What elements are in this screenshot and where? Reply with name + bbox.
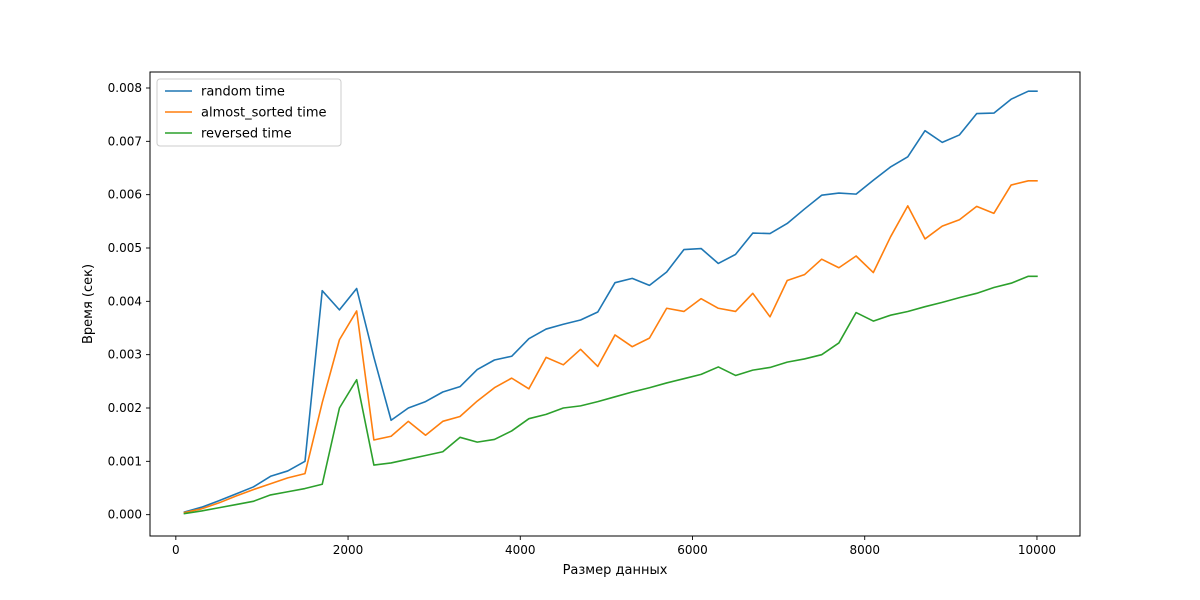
y-tick-label: 0.003 — [108, 348, 142, 362]
plot-frame — [149, 71, 1081, 537]
legend: random time almost_sorted time reversed ti… — [156, 78, 342, 147]
x-axis: 0 2000 4000 6000 8000 10000 — [172, 536, 1056, 557]
y-tick-label: 0.006 — [108, 188, 142, 202]
y-tick-label: 0.001 — [108, 454, 142, 468]
y-tick-label: 0.004 — [108, 294, 142, 308]
legend-label-0: random time — [201, 85, 285, 100]
y-tick-label: 0.008 — [108, 81, 142, 95]
legend-label-2: reversed time — [201, 127, 292, 142]
x-tick-label: 4000 — [505, 543, 536, 557]
x-axis-label: Размер данных — [563, 563, 668, 578]
series-line-0 — [183, 90, 1038, 513]
y-axis-label: Время (сек) — [81, 264, 96, 344]
legend-box — [156, 78, 342, 147]
series-layer — [183, 90, 1038, 515]
y-tick-label: 0.002 — [108, 401, 142, 415]
series-line-2 — [183, 275, 1038, 515]
series-line-1 — [183, 180, 1038, 514]
x-tick-label: 0 — [172, 543, 180, 557]
x-tick-label: 6000 — [677, 543, 708, 557]
x-tick-label: 8000 — [849, 543, 880, 557]
legend-label-1: almost_sorted time — [201, 106, 327, 121]
y-tick-label: 0.000 — [108, 508, 142, 522]
y-axis: 0.000 0.001 0.002 0.003 0.004 0.005 0.006 0.007… — [108, 81, 150, 522]
y-tick-label: 0.007 — [108, 134, 142, 148]
x-tick-label: 2000 — [333, 543, 364, 557]
x-tick-label: 10000 — [1018, 543, 1056, 557]
y-tick-label: 0.005 — [108, 241, 142, 255]
